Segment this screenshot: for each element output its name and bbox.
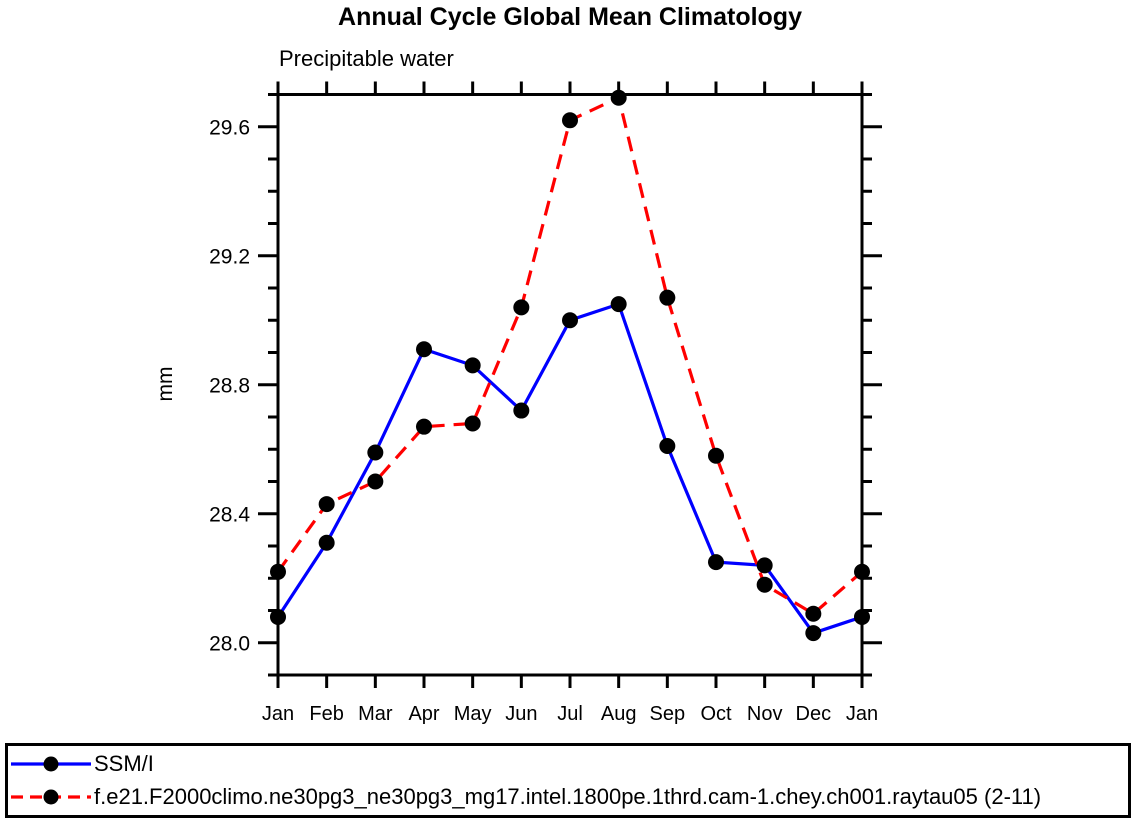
x-tick-label: Apr [408,703,439,725]
x-tick-label: Feb [309,703,343,725]
x-tick-label: Nov [747,703,783,725]
legend-marker-icon [43,756,59,772]
plot-area: 28.0 28.4 28.8 29.2 29.6 Jan Feb Mar Apr May Jun Ju… [154,81,882,725]
data-point-marker-s0 [610,296,627,313]
data-point-marker-s0 [513,402,530,419]
legend-line-sample-1 [11,789,91,805]
x-tick-label: Dec [796,703,832,725]
legend-line-sample-0 [11,756,91,772]
data-point-marker-s0 [756,557,773,574]
y-axis-title: mm [154,367,177,402]
x-tick-label: Jun [505,703,537,725]
x-tick-label: Sep [650,703,686,725]
series-line-0 [276,302,863,635]
y-tick-label: 28.8 [209,374,250,397]
data-point-marker-s1 [659,289,676,306]
data-point-marker-s0 [708,554,724,571]
legend-box: SSM/I f.e21.F2000climo.ne30pg3_ne30pg3_mg… [5,743,1131,818]
x-tick-label: Oct [700,703,732,725]
legend-label-0: SSM/I [94,750,154,776]
y-axis-ticks: 28.0 28.4 28.8 29.2 29.6 [209,93,882,677]
data-point-marker-s0 [464,357,481,374]
data-point-marker-s1 [854,563,870,580]
data-point-marker-s0 [416,341,432,358]
plot-frame [276,93,864,677]
legend-label-1: f.e21.F2000climo.ne30pg3_ne30pg3_mg17.in… [94,784,1042,810]
data-point-marker-s1 [464,415,481,432]
data-point-marker-s0 [318,534,335,551]
data-point-marker-s0 [805,625,822,642]
data-point-marker-s1 [318,496,335,513]
x-tick-label: May [454,703,492,725]
x-tick-label: Jan [846,703,878,725]
legend-entry-1: f.e21.F2000climo.ne30pg3_ne30pg3_mg17.in… [8,781,1128,814]
data-point-marker-s1 [367,473,384,490]
data-point-marker-s0 [367,444,384,461]
y-tick-label: 29.2 [209,245,250,268]
data-point-marker-s1 [513,299,530,316]
data-point-marker-s0 [659,438,676,455]
data-point-marker-s1 [270,563,286,580]
x-axis-ticks: Jan Feb Mar Apr May Jun Jul Aug Sep Oct Nov Dec Jan [262,81,878,725]
x-tick-label: Aug [601,703,637,725]
series-line-1 [276,95,864,616]
data-point-marker-s1 [416,418,432,435]
data-point-marker-s1 [610,89,627,106]
data-point-marker-s1 [708,447,724,464]
chart-title: Annual Cycle Global Mean Climatology [338,3,802,31]
chart-subtitle: Precipitable water [279,46,454,71]
x-tick-label: Jan [262,703,294,725]
data-point-marker-s1 [562,112,578,129]
data-point-marker-s0 [562,312,578,329]
legend-marker-icon [43,789,59,805]
y-tick-label: 29.6 [209,116,250,139]
x-tick-label: Jul [557,703,583,725]
data-point-marker-s1 [756,576,773,593]
data-point-marker-s1 [805,605,822,622]
data-point-marker-s0 [854,608,870,625]
y-tick-label: 28.4 [209,503,250,526]
legend-entry-0: SSM/I [8,747,1128,780]
data-point-marker-s0 [270,608,286,625]
x-tick-label: Mar [358,703,393,725]
y-tick-label: 28.0 [209,632,250,655]
